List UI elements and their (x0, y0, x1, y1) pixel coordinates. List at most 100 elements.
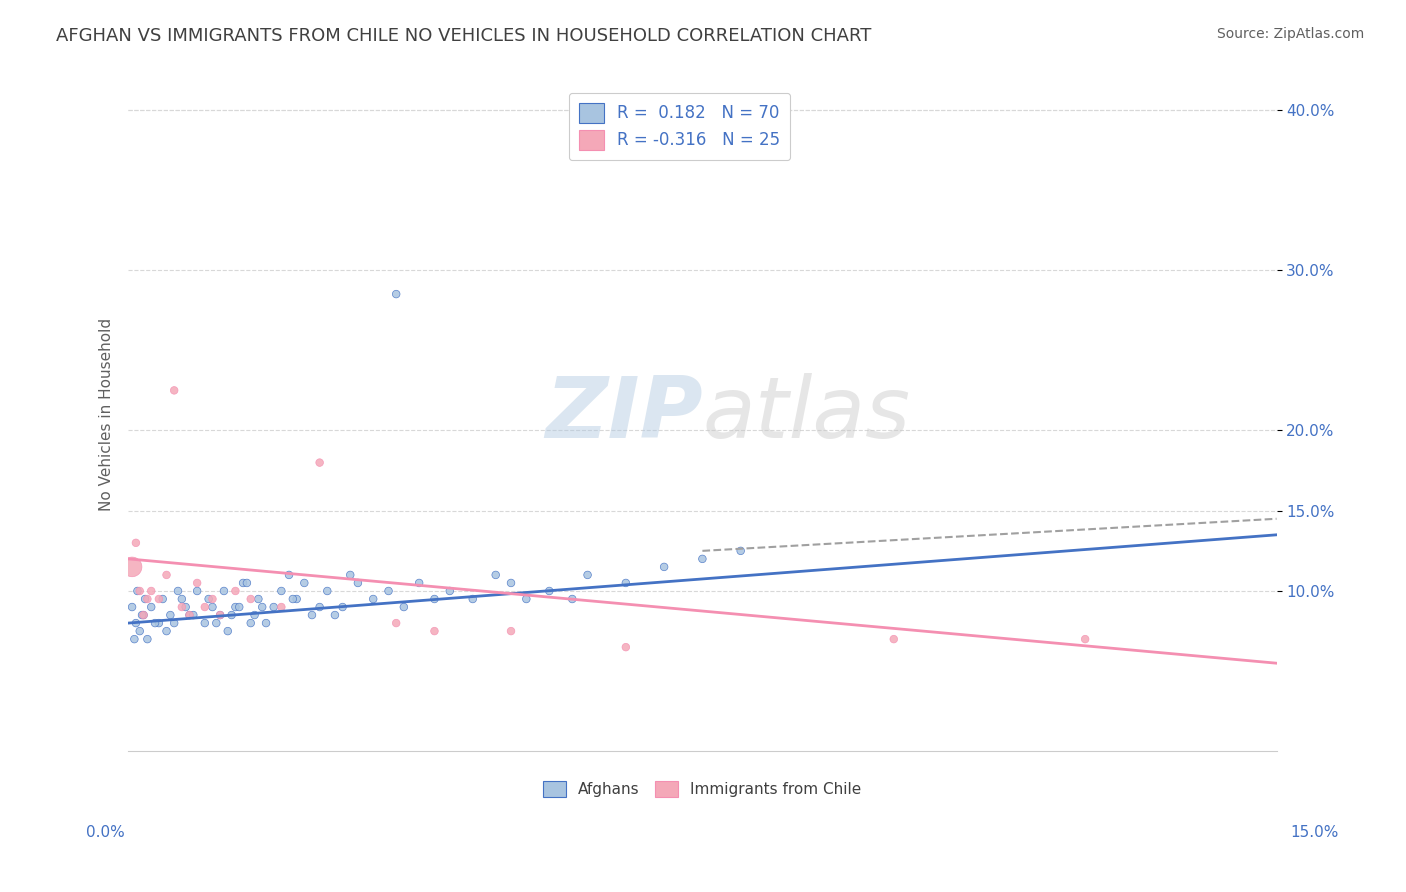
Point (301, 608, 323, 623)
Point (254, 616, 277, 631)
Point (323, 608, 346, 623)
Point (224, 584, 246, 599)
Point (127, 584, 149, 599)
Point (125, 616, 148, 631)
Point (308, 600, 330, 615)
Point (561, 592, 583, 607)
Point (132, 608, 155, 623)
Point (163, 616, 186, 631)
Point (201, 600, 224, 615)
Point (232, 576, 254, 591)
Point (423, 624, 446, 639)
Point (148, 616, 170, 631)
Point (186, 584, 208, 599)
Point (143, 616, 166, 631)
Point (538, 584, 561, 599)
Point (167, 584, 190, 599)
Point (281, 592, 304, 607)
Point (205, 616, 228, 631)
Point (423, 592, 446, 607)
Point (128, 584, 150, 599)
Point (197, 592, 219, 607)
Point (247, 592, 270, 607)
Point (239, 592, 262, 607)
Point (883, 632, 905, 647)
Point (1074, 632, 1097, 647)
Point (124, 632, 146, 647)
Point (121, 600, 143, 615)
Point (132, 608, 155, 623)
Point (243, 608, 266, 623)
Point (179, 608, 201, 623)
Point (576, 568, 599, 582)
Point (148, 592, 170, 607)
Point (377, 584, 399, 599)
Point (270, 600, 292, 615)
Text: atlas: atlas (703, 373, 911, 456)
Text: 15.0%: 15.0% (1291, 825, 1339, 839)
Point (292, 576, 315, 591)
Text: Source: ZipAtlas.com: Source: ZipAtlas.com (1216, 27, 1364, 41)
Point (179, 608, 201, 623)
Point (236, 576, 259, 591)
Point (692, 552, 714, 566)
Point (159, 608, 181, 623)
Point (194, 616, 217, 631)
Point (339, 568, 361, 582)
Point (201, 592, 224, 607)
Point (485, 568, 508, 582)
Point (285, 592, 308, 607)
Point (121, 560, 143, 574)
Point (152, 592, 174, 607)
Point (170, 600, 193, 615)
Point (155, 624, 177, 639)
Point (186, 576, 208, 591)
Point (308, 456, 330, 470)
Point (221, 608, 243, 623)
Point (134, 592, 156, 607)
Point (170, 592, 193, 607)
Point (181, 608, 204, 623)
Point (212, 584, 235, 599)
Point (174, 600, 197, 615)
Point (239, 616, 262, 631)
Point (385, 616, 408, 631)
Point (163, 384, 186, 398)
Point (155, 568, 177, 582)
Point (136, 632, 159, 647)
Point (347, 576, 370, 591)
Point (408, 576, 430, 591)
Y-axis label: No Vehicles in Household: No Vehicles in Household (100, 318, 114, 511)
Point (125, 536, 148, 550)
Point (614, 640, 637, 655)
Point (730, 544, 752, 558)
Point (392, 600, 415, 615)
Point (515, 592, 537, 607)
Text: 0.0%: 0.0% (86, 825, 125, 839)
Point (499, 624, 522, 639)
Point (385, 287, 408, 301)
Point (361, 592, 384, 607)
Point (439, 584, 461, 599)
Point (194, 600, 217, 615)
Point (217, 624, 239, 639)
Point (141, 600, 163, 615)
Point (228, 600, 250, 615)
Point (332, 600, 354, 615)
Point (250, 600, 273, 615)
Point (270, 584, 292, 599)
Point (141, 584, 163, 599)
Point (263, 600, 285, 615)
Point (136, 592, 159, 607)
Point (128, 624, 150, 639)
Point (209, 608, 232, 623)
Point (209, 608, 232, 623)
Text: AFGHAN VS IMMIGRANTS FROM CHILE NO VEHICLES IN HOUSEHOLD CORRELATION CHART: AFGHAN VS IMMIGRANTS FROM CHILE NO VEHIC… (56, 27, 872, 45)
Point (224, 600, 246, 615)
Point (316, 584, 339, 599)
Point (278, 568, 301, 582)
Point (652, 560, 675, 574)
Text: ZIP: ZIP (544, 373, 703, 456)
Point (499, 576, 522, 591)
Point (461, 592, 484, 607)
